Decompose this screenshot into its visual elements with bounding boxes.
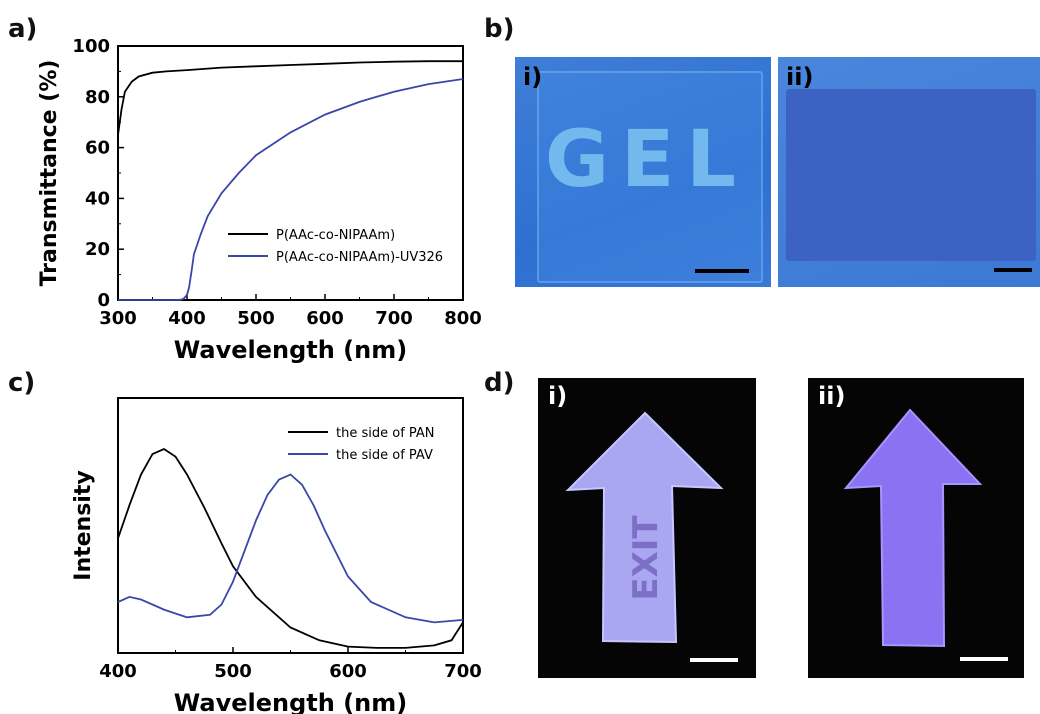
x-tick-label-a-0: 300	[99, 308, 137, 329]
photo-b-i: GEL i)	[515, 57, 771, 287]
arrow-i-shape	[565, 411, 724, 644]
x-axis-label-c: Wavelength (nm)	[174, 689, 407, 714]
uv-gel-film	[786, 89, 1036, 261]
y-axis-label-c: Intensity	[71, 470, 96, 580]
x-tick-label-c-3: 700	[444, 661, 482, 682]
series-line-c-1	[117, 473, 464, 624]
photo-d-ii: ii)	[808, 378, 1024, 678]
series-line-c-0	[117, 447, 464, 649]
panel-label-d: d)	[484, 368, 515, 398]
gel-text: GEL	[545, 115, 749, 205]
scale-bar-d-i	[690, 658, 738, 662]
scale-bar-b-i	[695, 269, 749, 273]
gel-film	[537, 71, 763, 283]
x-tick-label-c-2: 600	[329, 661, 367, 682]
sub-label-b-i: i)	[523, 63, 543, 91]
legend-label-a-0: P(AAc-co-NIPAAm)	[276, 228, 395, 243]
y-tick-label-a-3: 60	[85, 138, 110, 159]
scale-bar-d-ii	[960, 657, 1008, 661]
x-tick-label-a-2: 500	[237, 308, 275, 329]
exit-text: EXIT	[626, 515, 666, 601]
y-axis-label-a: Transmittance (%)	[37, 60, 62, 287]
x-tick-label-a-4: 700	[375, 308, 413, 329]
scale-bar-b-ii	[994, 268, 1032, 272]
y-tick-label-a-1: 20	[85, 239, 110, 260]
y-tick-label-a-2: 40	[85, 188, 110, 209]
x-tick-label-a-3: 600	[306, 308, 344, 329]
photo-b-ii: ii)	[778, 57, 1040, 287]
sub-label-d-ii: ii)	[818, 382, 846, 410]
legend-label-c-1: the side of PAV	[336, 448, 433, 463]
panel-label-a: a)	[8, 14, 38, 44]
y-tick-label-a-5: 100	[72, 36, 110, 57]
x-axis-label-a: Wavelength (nm)	[174, 336, 407, 364]
legend-label-a-1: P(AAc-co-NIPAAm)-UV326	[276, 250, 443, 265]
arrow-ii-shape	[843, 408, 983, 648]
x-tick-label-a-5: 800	[444, 308, 482, 329]
y-tick-label-a-0: 0	[97, 290, 110, 311]
x-tick-label-a-1: 400	[168, 308, 206, 329]
sub-label-b-ii: ii)	[786, 63, 814, 91]
series-line-a-0	[117, 60, 463, 136]
sub-label-d-i: i)	[548, 382, 568, 410]
y-tick-label-a-4: 80	[85, 87, 110, 108]
legend-label-c-0: the side of PAN	[336, 426, 435, 441]
panel-label-c: c)	[8, 368, 36, 398]
photo-d-i: EXIT i)	[538, 378, 756, 678]
x-tick-label-c-0: 400	[99, 661, 137, 682]
x-tick-label-c-1: 500	[214, 661, 252, 682]
series-line-a-1	[118, 78, 464, 301]
panel-label-b: b)	[484, 14, 515, 44]
